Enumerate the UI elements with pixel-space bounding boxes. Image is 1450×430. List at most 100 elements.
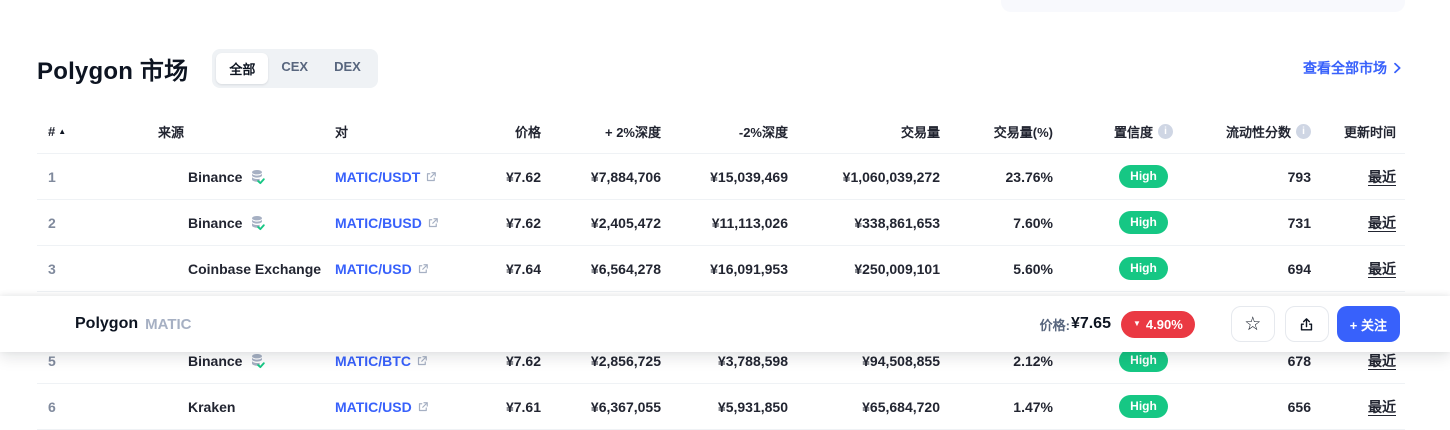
column-header[interactable]: 交易量(%) (944, 122, 1057, 141)
liquidity-score-cell: 656 (1287, 398, 1311, 415)
price-label: 价格: (1039, 317, 1070, 333)
volume-cell: ¥338,861,653 (854, 214, 940, 231)
table-row: 3 Coinbase Exchange MATIC/USD ¥7.64 ¥6,564,2… (37, 246, 1405, 292)
external-link-icon (427, 217, 439, 229)
updated-link[interactable]: 最近 (1368, 398, 1396, 415)
verified-exchange-icon (250, 215, 266, 231)
exchange-name[interactable]: Coinbase Exchange (188, 260, 322, 277)
coin-symbol: MATIC (145, 315, 192, 333)
column-header[interactable]: 更新时间 (1315, 122, 1405, 141)
pair-link[interactable]: MATIC/USD (335, 398, 412, 415)
pair-link[interactable]: MATIC/BUSD (335, 214, 422, 231)
liquidity-score-cell: 793 (1287, 168, 1311, 185)
volume-cell: ¥1,060,039,272 (842, 168, 940, 185)
pair-link[interactable]: MATIC/BTC (335, 352, 411, 369)
column-header[interactable]: -2%深度 (665, 122, 792, 141)
table-header-row: # ▲ 来源 对 价格 + 2%深度 -2%深度 交易量 交易量(%) 置信度 i 流动性分数 i 更新时… (37, 110, 1405, 154)
column-label: 更新时间 (1343, 125, 1396, 140)
confidence-badge: High (1119, 211, 1168, 234)
liquidity-score-cell: 694 (1287, 260, 1311, 277)
coin-name: Polygon (75, 315, 139, 332)
column-label: 对 (335, 125, 349, 140)
pair-link[interactable]: MATIC/USD (335, 260, 412, 277)
external-link-icon (425, 171, 437, 183)
updated-link[interactable]: 最近 (1368, 214, 1396, 231)
rank: 2 (48, 214, 56, 231)
top-partial-panel (1001, 0, 1405, 12)
depth-minus-cell: ¥5,931,850 (717, 398, 788, 415)
info-icon[interactable]: i (1158, 124, 1173, 139)
table-row: 2 Binance MATIC/BUSD ¥7.62 ¥2,405,472 ¥11,113… (37, 200, 1405, 246)
tab-全部[interactable]: 全部 (216, 52, 269, 84)
view-all-markets-link[interactable]: 查看全部市场 (1303, 58, 1405, 78)
price-cell: ¥7.62 (505, 352, 541, 369)
column-label: 价格 (514, 125, 541, 140)
price-cell: ¥7.61 (505, 398, 541, 415)
liquidity-score-cell: 678 (1287, 352, 1311, 369)
column-header[interactable]: # ▲ (37, 124, 95, 139)
verified-exchange-icon (250, 353, 266, 369)
depth-plus-cell: ¥6,367,055 (590, 398, 661, 415)
triangle-down-icon: ▼ (1132, 319, 1141, 328)
info-icon[interactable]: i (1296, 124, 1311, 139)
section-header: Polygon 市场 全部 CEX DEX 查看全部市场 (37, 48, 1405, 88)
depth-minus-cell: ¥11,113,026 (711, 214, 788, 231)
column-header[interactable]: 对 (330, 122, 470, 141)
column-header[interactable]: 来源 (95, 122, 330, 141)
sort-ascending-icon: ▲ (58, 127, 67, 136)
updated-link[interactable]: 最近 (1368, 260, 1396, 277)
column-header[interactable]: 交易量 (792, 122, 944, 141)
column-header[interactable]: 价格 (470, 122, 545, 141)
updated-link[interactable]: 最近 (1368, 352, 1396, 369)
liquidity-score-cell: 731 (1287, 214, 1311, 231)
volume-pct-cell: 7.60% (1013, 214, 1053, 231)
chevron-right-icon (1389, 60, 1405, 76)
pair-link[interactable]: MATIC/USDT (335, 168, 421, 185)
volume-pct-cell: 2.12% (1013, 352, 1053, 369)
exchange-name[interactable]: Kraken (188, 398, 236, 415)
volume-cell: ¥250,009,101 (854, 260, 940, 277)
follow-button[interactable]: + 关注 (1336, 306, 1400, 342)
tab-CEX[interactable]: CEX (281, 58, 309, 74)
price-value: ¥7.65 (1070, 315, 1111, 332)
price-cell: ¥7.64 (505, 260, 541, 277)
volume-pct-cell: 5.60% (1013, 260, 1053, 277)
volume-pct-cell: 1.47% (1013, 398, 1053, 415)
verified-exchange-icon (250, 169, 266, 185)
table-row: 1 Binance MATIC/USDT ¥7.62 ¥7,884,706 ¥15,039… (37, 154, 1405, 200)
tab-DEX[interactable]: DEX (334, 58, 361, 74)
rank: 3 (48, 260, 56, 277)
markets-table: # ▲ 来源 对 价格 + 2%深度 -2%深度 交易量 交易量(%) 置信度 i 流动性分数 i 更新时… (37, 110, 1405, 430)
depth-minus-cell: ¥15,039,469 (710, 168, 788, 185)
coin-summary-actions: 价格: ¥7.65 ▼ 4.90% ☆ + 关注 (1040, 306, 1400, 342)
column-label: + 2%深度 (605, 125, 661, 140)
column-label: 置信度 (1113, 125, 1153, 140)
rank: 6 (48, 398, 56, 415)
share-button[interactable] (1284, 306, 1329, 342)
exchange-name[interactable]: Binance (188, 352, 243, 369)
confidence-badge: High (1119, 395, 1168, 418)
watchlist-star-button[interactable]: ☆ (1230, 306, 1275, 342)
column-label: 交易量(%) (993, 125, 1053, 140)
column-label: 交易量 (900, 125, 940, 140)
column-label: -2%深度 (738, 125, 788, 140)
column-header[interactable]: + 2%深度 (545, 122, 665, 141)
column-header[interactable]: 流动性分数 i (1200, 122, 1315, 141)
table-body: 1 Binance MATIC/USDT ¥7.62 ¥7,884,706 ¥15,039… (37, 154, 1405, 430)
column-label: # (48, 124, 56, 139)
coin-summary-bar: Polygon MATIC 价格: ¥7.65 ▼ 4.90% ☆ + 关注 (0, 296, 1450, 352)
depth-plus-cell: ¥6,564,278 (590, 260, 661, 277)
column-header[interactable]: 置信度 i (1057, 122, 1200, 141)
volume-cell: ¥65,684,720 (862, 398, 940, 415)
exchange-name[interactable]: Binance (188, 214, 243, 231)
exchange-name[interactable]: Binance (188, 168, 243, 185)
depth-plus-cell: ¥7,884,706 (590, 168, 661, 185)
confidence-badge: High (1119, 165, 1168, 188)
page-title: Polygon 市场 (37, 57, 189, 85)
price-cell: ¥7.62 (505, 214, 541, 231)
depth-plus-cell: ¥2,405,472 (590, 214, 661, 231)
price-cell: ¥7.62 (505, 168, 541, 185)
depth-minus-cell: ¥3,788,598 (717, 352, 788, 369)
updated-link[interactable]: 最近 (1368, 168, 1396, 185)
